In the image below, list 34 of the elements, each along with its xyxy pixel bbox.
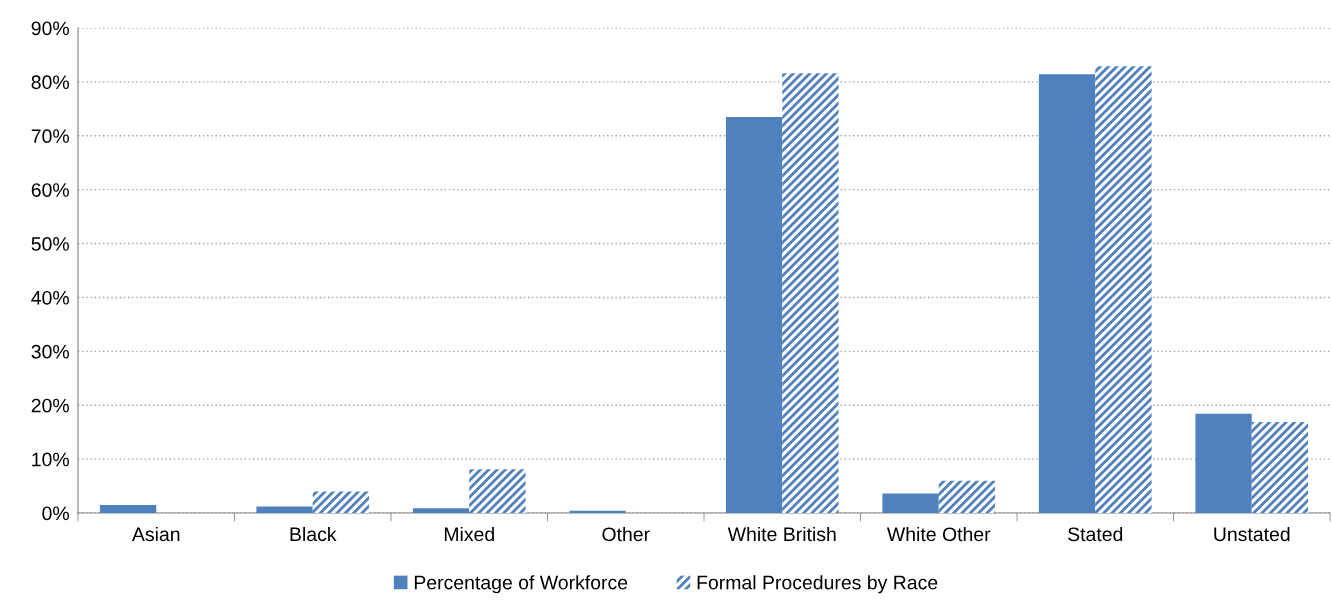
x-tick-label: Asian xyxy=(131,526,180,542)
bar xyxy=(569,510,626,513)
y-tick-label: 50% xyxy=(31,237,69,251)
y-tick-label: 0% xyxy=(42,506,69,521)
y-tick-label: 90% xyxy=(31,21,69,36)
bar xyxy=(725,116,783,513)
bar xyxy=(469,469,526,513)
bar xyxy=(938,480,996,513)
y-tick-label: 10% xyxy=(32,452,69,467)
y-tick-label: 20% xyxy=(31,398,69,413)
y-tick-label: 80% xyxy=(31,75,69,90)
bar xyxy=(1195,413,1252,513)
bar xyxy=(1095,66,1152,513)
x-tick-label: Black xyxy=(290,526,337,542)
bar xyxy=(1251,421,1309,513)
y-tick-label: 60% xyxy=(31,183,69,197)
bar xyxy=(882,493,939,513)
x-tick-label: White Other xyxy=(886,526,991,542)
y-tick-label: 30% xyxy=(31,344,69,359)
legend-label: Formal Procedures by Race xyxy=(697,575,938,594)
legend-label: Percentage of Workforce xyxy=(414,575,628,594)
x-tick-label: Other xyxy=(602,526,650,542)
x-tick-label: White British xyxy=(727,526,836,542)
bar xyxy=(1038,74,1096,513)
bar xyxy=(312,491,370,513)
bar xyxy=(782,73,839,513)
x-tick-label: Mixed xyxy=(444,526,494,542)
bar xyxy=(256,506,313,513)
y-tick-label: 70% xyxy=(31,129,69,144)
y-tick-label: 40% xyxy=(31,290,69,305)
x-tick-label: Stated xyxy=(1068,526,1123,542)
bar xyxy=(99,504,157,513)
x-tick-label: Unstated xyxy=(1214,526,1290,542)
bar xyxy=(412,508,470,513)
